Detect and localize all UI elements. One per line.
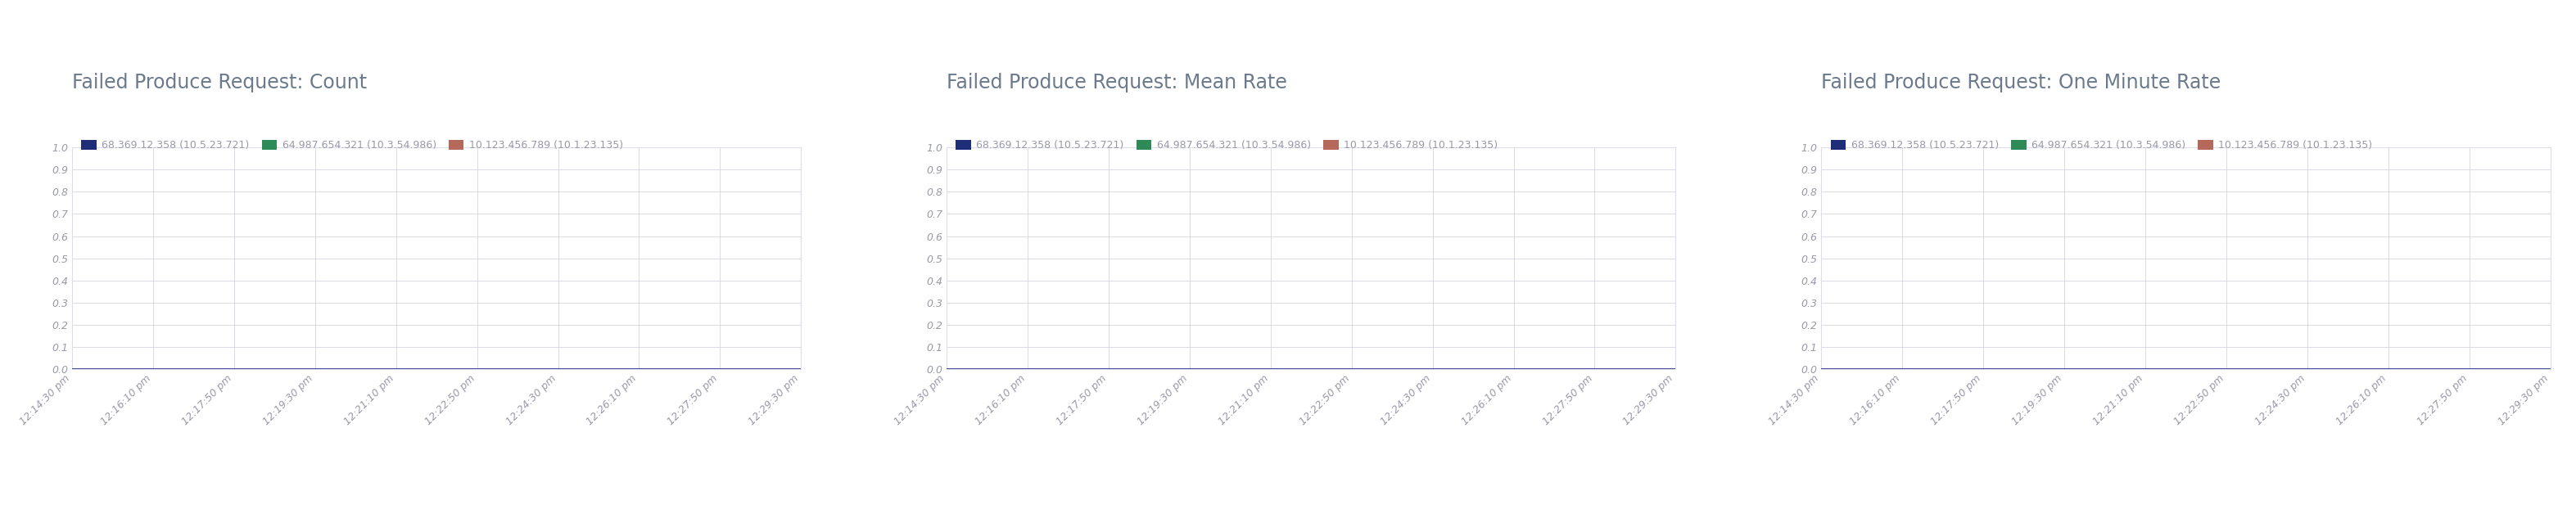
Legend: 68.369.12.358 (10.5.23.721), 64.987.654.321 (10.3.54.986), 10.123.456.789 (10.1.: 68.369.12.358 (10.5.23.721), 64.987.654.… — [1826, 136, 2375, 155]
Text: Failed Produce Request: Count: Failed Produce Request: Count — [72, 73, 366, 93]
Legend: 68.369.12.358 (10.5.23.721), 64.987.654.321 (10.3.54.986), 10.123.456.789 (10.1.: 68.369.12.358 (10.5.23.721), 64.987.654.… — [77, 136, 626, 155]
Text: Failed Produce Request: Mean Rate: Failed Produce Request: Mean Rate — [948, 73, 1288, 93]
Text: Failed Produce Request: One Minute Rate: Failed Produce Request: One Minute Rate — [1821, 73, 2221, 93]
Legend: 68.369.12.358 (10.5.23.721), 64.987.654.321 (10.3.54.986), 10.123.456.789 (10.1.: 68.369.12.358 (10.5.23.721), 64.987.654.… — [953, 136, 1502, 155]
